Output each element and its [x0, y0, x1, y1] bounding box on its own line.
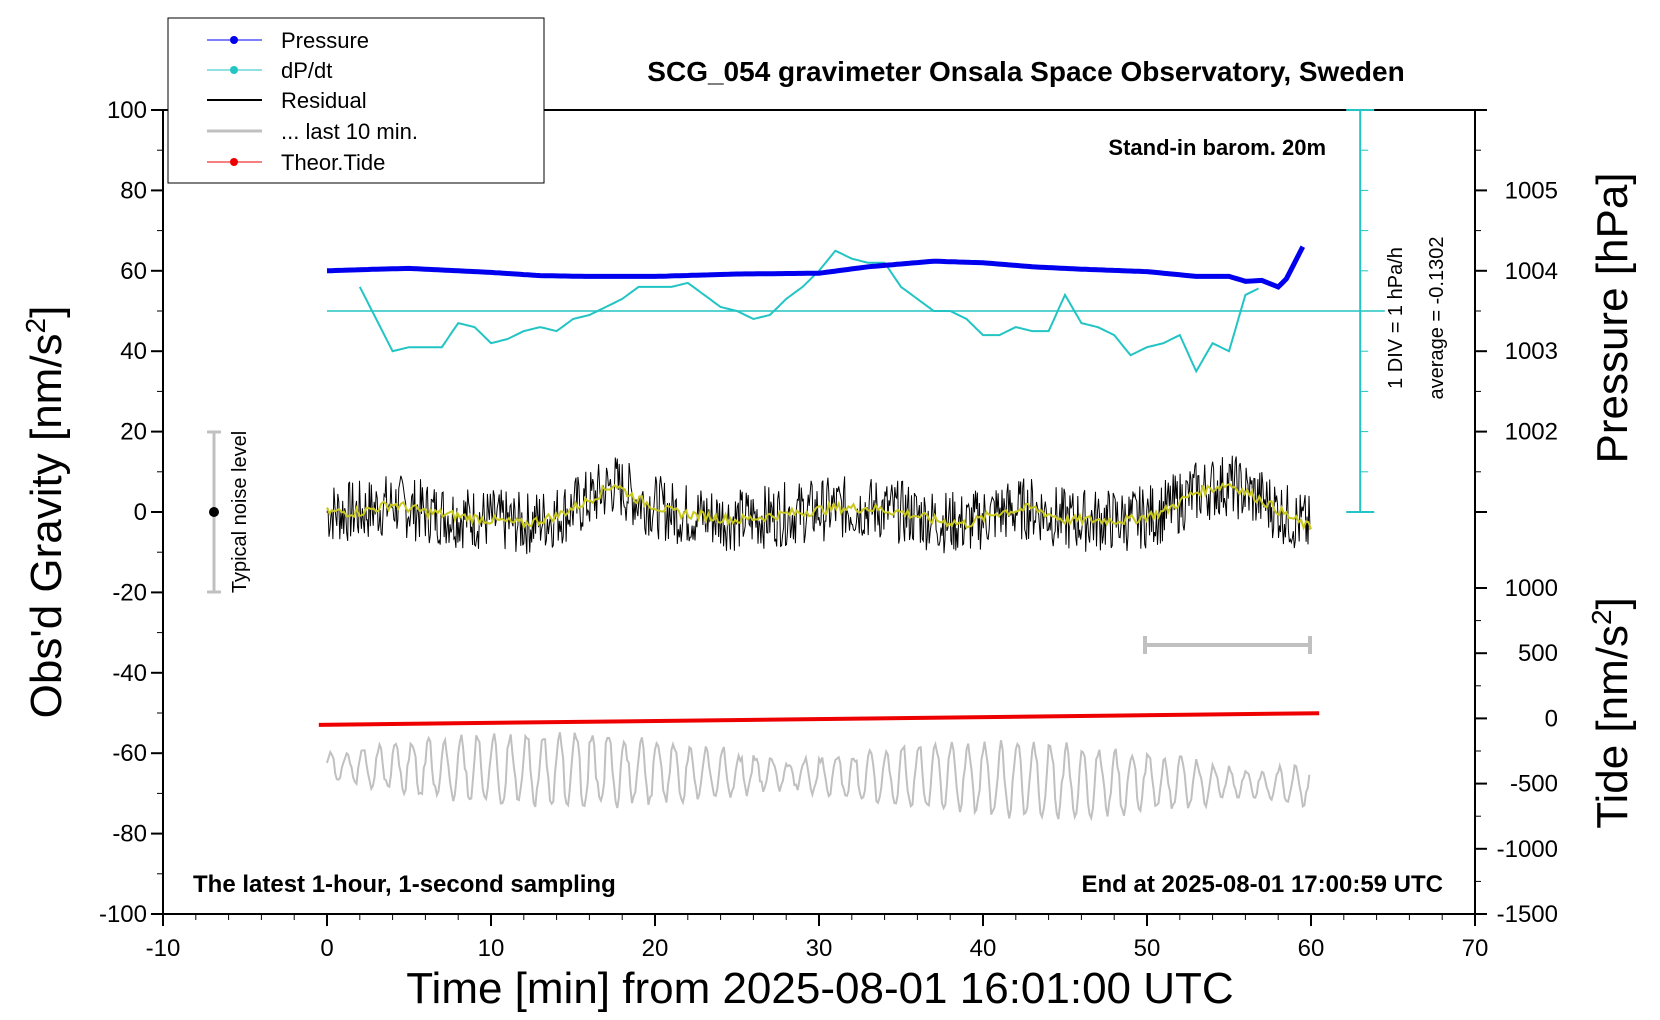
last-10-min-bracket: [1143, 636, 1312, 654]
y-axis-label-pressure: Pressure [hPa]: [1588, 172, 1637, 463]
x-tick-label: 10: [478, 935, 505, 962]
x-tick-label: 60: [1298, 935, 1325, 962]
y-tick-label: 100: [107, 97, 147, 124]
tide-tick-label: 0: [1545, 705, 1558, 732]
y-axis-gravity: 100 80 60 40 20 0 -20 -40 -60 -80 -100: [99, 97, 163, 928]
legend-item-residual: Residual: [207, 88, 367, 113]
y-axis-label-tide: Tide [nm/s2]: [1586, 597, 1637, 829]
noise-label: Typical noise level: [229, 431, 251, 593]
svg-text:Theor.Tide: Theor.Tide: [281, 150, 385, 175]
sampling-note: The latest 1-hour, 1-second sampling: [193, 871, 616, 898]
average-label: average = -0.1302: [1426, 237, 1448, 400]
div-label: 1 DIV = 1 hPa/h: [1385, 247, 1407, 389]
series-last-10-min: [326, 732, 1311, 822]
series-dpdt: [358, 249, 1259, 374]
tide-tick-label: -500: [1510, 771, 1558, 798]
chart-title: SCG_054 gravimeter Onsala Space Observat…: [647, 56, 1404, 87]
y-tick-label: -80: [112, 821, 147, 848]
y-tick-label: 0: [134, 499, 147, 526]
pressure-tick-label: 1003: [1505, 338, 1558, 365]
svg-text:dP/dt: dP/dt: [281, 58, 332, 83]
y-tick-label: 60: [120, 258, 147, 285]
y-axis-pressure: 1005 1004 1003 1002: [1475, 109, 1558, 513]
x-axis-label: Time [min] from 2025-08-01 16:01:00 UTC: [406, 964, 1233, 1013]
legend-item-dpdt: dP/dt: [207, 58, 332, 83]
pressure-tick-label: 1004: [1505, 258, 1558, 285]
x-tick-label: 30: [806, 935, 833, 962]
barometer-note: Stand-in barom. 20m: [1108, 135, 1326, 160]
y-tick-label: 20: [120, 419, 147, 446]
tide-tick-label: -1000: [1497, 836, 1558, 863]
y-tick-label: -40: [112, 660, 147, 687]
pressure-tick-label: 1002: [1505, 419, 1558, 446]
series-pressure: [326, 245, 1306, 290]
end-time-note: End at 2025-08-01 17:00:59 UTC: [1082, 871, 1444, 898]
x-tick-label: -10: [146, 935, 181, 962]
pressure-tick-label: 1005: [1505, 177, 1558, 204]
y-axis-label-gravity: Obs'd Gravity [nm/s2]: [20, 306, 71, 719]
tide-tick-label: -1500: [1497, 901, 1558, 928]
legend-item-last-10-min: ... last 10 min.: [207, 119, 418, 144]
y-tick-label: -100: [99, 901, 147, 928]
y-tick-label: -60: [112, 740, 147, 767]
series-theor-tide: [318, 711, 1320, 727]
y-axis-tide: 1000 500 0 -500 -1000 -1500: [1475, 575, 1558, 928]
tide-tick-label: 500: [1518, 640, 1558, 667]
x-tick-label: 20: [642, 935, 669, 962]
tide-tick-label: 1000: [1505, 575, 1558, 602]
series-residual: [326, 455, 1311, 555]
noise-level-bar: [207, 430, 221, 594]
svg-text:... last 10 min.: ... last 10 min.: [281, 119, 418, 144]
x-tick-label: 70: [1462, 935, 1489, 962]
legend-item-pressure: Pressure: [207, 28, 369, 53]
x-tick-label: 0: [320, 935, 333, 962]
svg-text:Pressure: Pressure: [281, 28, 369, 53]
legend-item-theor-tide: Theor.Tide: [207, 150, 385, 175]
legend: Pressure dP/dt Residual ... last 10 min.…: [167, 17, 545, 184]
y-tick-label: 80: [120, 177, 147, 204]
y-tick-label: 40: [120, 338, 147, 365]
x-tick-label: 40: [970, 935, 997, 962]
y-tick-label: -20: [112, 579, 147, 606]
dpdt-scale-bar: [1346, 109, 1375, 513]
series-residual-smooth: [326, 482, 1312, 531]
svg-text:Residual: Residual: [281, 88, 367, 113]
x-tick-label: 50: [1134, 935, 1161, 962]
x-axis: -10 0 10 20 30 40 50 60 70: [146, 914, 1489, 962]
